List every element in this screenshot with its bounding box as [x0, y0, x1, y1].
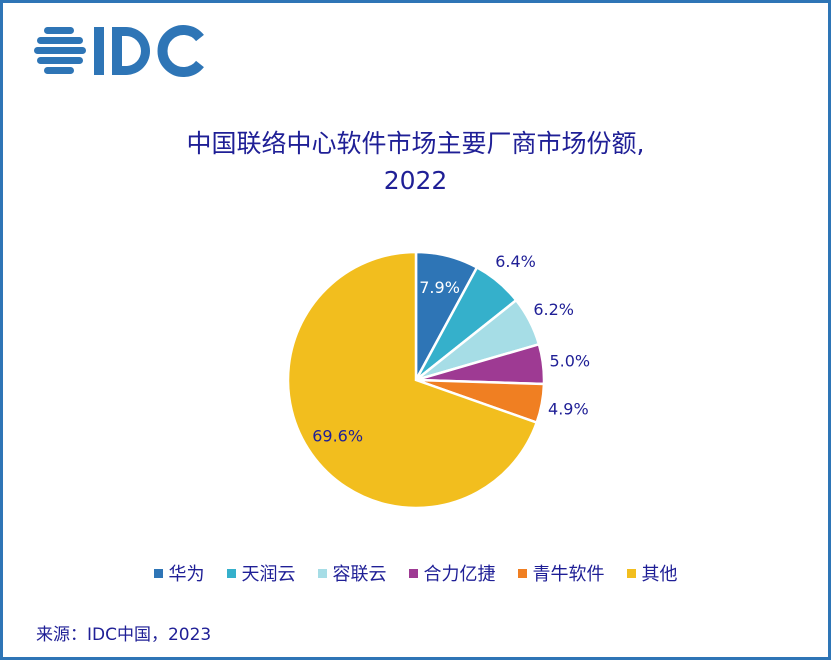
- legend-swatch: [626, 568, 636, 578]
- data-label: 6.2%: [533, 300, 574, 319]
- source-note: 来源：IDC中国，2023: [36, 625, 212, 645]
- legend-label: 合力亿捷: [423, 564, 496, 585]
- data-label: 5.0%: [549, 352, 590, 371]
- data-label: 7.9%: [419, 278, 460, 297]
- legend-item: 青牛软件: [517, 560, 605, 586]
- data-label: 4.9%: [548, 400, 589, 419]
- legend-label: 天润云: [241, 564, 296, 585]
- legend-label: 容联云: [332, 564, 387, 585]
- legend-label: 青牛软件: [532, 564, 605, 585]
- legend-item: 其他: [626, 560, 678, 586]
- legend-item: 天润云: [226, 560, 296, 586]
- legend-swatch: [408, 568, 418, 578]
- legend-label: 其他: [641, 564, 678, 585]
- idc-logo: [34, 25, 204, 77]
- pie-slice-5: [286, 250, 539, 510]
- chart-title-line2: 2022: [383, 166, 448, 195]
- legend-swatch: [226, 568, 236, 578]
- chart-title-line1: 中国联络中心软件市场主要厂商市场份额,: [186, 129, 645, 158]
- legend-swatch: [517, 568, 527, 578]
- data-label: 6.4%: [495, 252, 536, 271]
- legend: 华为 天润云 容联云 合力亿捷 青牛软件 其他: [0, 560, 831, 586]
- legend-swatch: [153, 568, 163, 578]
- data-label: 69.6%: [312, 426, 363, 445]
- legend-item: 容联云: [317, 560, 387, 586]
- legend-swatch: [317, 568, 327, 578]
- legend-label: 华为: [168, 564, 205, 585]
- legend-item: 华为: [153, 560, 205, 586]
- legend-item: 合力亿捷: [408, 560, 496, 586]
